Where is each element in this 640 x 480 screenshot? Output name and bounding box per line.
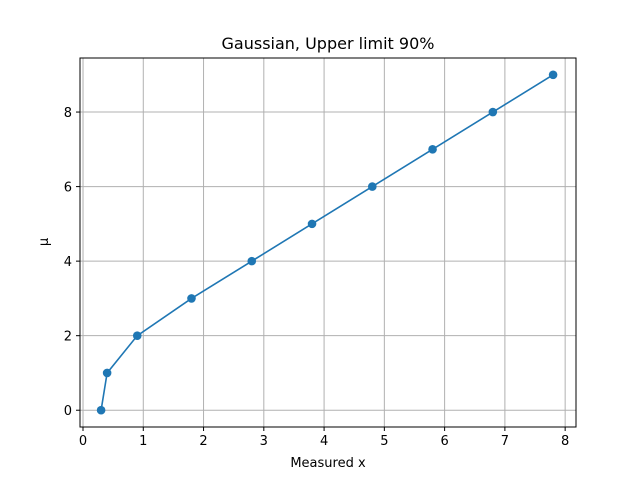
x-tick-label: 6 — [440, 434, 448, 449]
data-point — [96, 405, 106, 415]
y-tick-label: 0 — [64, 404, 72, 419]
data-point — [488, 107, 498, 117]
y-axis-label: μ — [37, 238, 52, 246]
data-point — [187, 294, 196, 303]
x-tick-label: 8 — [561, 434, 569, 449]
data-point — [428, 145, 437, 154]
x-tick-label: 3 — [260, 434, 268, 449]
y-tick-label: 4 — [64, 255, 72, 270]
x-tick-label: 7 — [501, 434, 509, 449]
series — [96, 70, 558, 415]
ticks: 0 1 2 3 4 5 6 7 8 0 2 4 6 8 — [64, 106, 570, 449]
plot-frame — [79, 57, 577, 428]
x-tick-label: 1 — [139, 434, 147, 449]
x-tick-label: 5 — [380, 434, 388, 449]
y-tick-label: 8 — [64, 106, 72, 121]
data-point — [548, 70, 558, 80]
x-tick-label: 2 — [199, 434, 207, 449]
x-axis-label: Measured x — [290, 456, 366, 471]
data-point — [132, 331, 142, 340]
data-point — [307, 219, 317, 229]
x-tick-label: 4 — [320, 434, 328, 449]
x-tick-label: 0 — [79, 434, 87, 449]
y-tick-label: 6 — [64, 181, 72, 196]
data-point — [102, 368, 112, 378]
data-point — [247, 256, 257, 266]
y-tick-label: 2 — [64, 330, 72, 345]
data-point — [367, 182, 377, 191]
chart-title: Gaussian, Upper limit 90% — [222, 34, 435, 53]
series-line — [100, 74, 554, 411]
